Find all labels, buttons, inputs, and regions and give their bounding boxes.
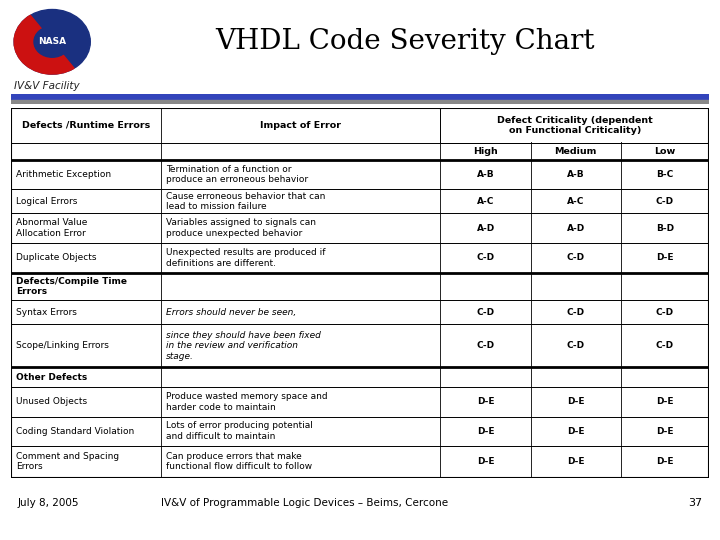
Text: C-D: C-D: [567, 341, 585, 350]
Text: IV&V Facility: IV&V Facility: [14, 82, 80, 91]
Text: Termination of a function or
produce an erroneous behavior: Termination of a function or produce an …: [166, 165, 308, 184]
Text: A-B: A-B: [477, 170, 495, 179]
Text: D-E: D-E: [567, 457, 585, 466]
Text: C-D: C-D: [477, 341, 495, 350]
Text: D-E: D-E: [656, 457, 674, 466]
Text: IV&V of Programmable Logic Devices – Beims, Cercone: IV&V of Programmable Logic Devices – Bei…: [161, 498, 448, 508]
Circle shape: [14, 10, 90, 74]
Text: Unexpected results are produced if
definitions are different.: Unexpected results are produced if defin…: [166, 248, 325, 268]
Text: Scope/Linking Errors: Scope/Linking Errors: [16, 341, 109, 350]
Text: C-D: C-D: [656, 341, 674, 350]
Text: D-E: D-E: [656, 397, 674, 407]
Text: A-C: A-C: [477, 197, 495, 206]
Text: D-E: D-E: [567, 397, 585, 407]
Text: C-D: C-D: [477, 253, 495, 262]
Text: A-D: A-D: [567, 224, 585, 233]
Circle shape: [34, 26, 71, 57]
Text: Produce wasted memory space and
harder code to maintain: Produce wasted memory space and harder c…: [166, 392, 328, 411]
Text: Can produce errors that make
functional flow difficult to follow: Can produce errors that make functional …: [166, 452, 312, 471]
Text: Syntax Errors: Syntax Errors: [16, 308, 76, 317]
Text: C-D: C-D: [656, 308, 674, 317]
Text: Low: Low: [654, 147, 675, 156]
Text: C-D: C-D: [656, 197, 674, 206]
Text: Impact of Error: Impact of Error: [260, 121, 341, 130]
Bar: [11, 100, 709, 104]
Text: Comment and Spacing
Errors: Comment and Spacing Errors: [16, 452, 119, 471]
Text: D-E: D-E: [567, 427, 585, 436]
Text: Defects/Compile Time
Errors: Defects/Compile Time Errors: [16, 277, 127, 296]
Text: Logical Errors: Logical Errors: [16, 197, 77, 206]
Text: 37: 37: [688, 498, 702, 508]
Text: Other Defects: Other Defects: [16, 373, 87, 382]
Text: Unused Objects: Unused Objects: [16, 397, 87, 407]
Text: B-C: B-C: [656, 170, 673, 179]
Text: High: High: [473, 147, 498, 156]
Text: B-D: B-D: [656, 224, 674, 233]
Text: Arithmetic Exception: Arithmetic Exception: [16, 170, 111, 179]
Text: Lots of error producing potential
and difficult to maintain: Lots of error producing potential and di…: [166, 421, 312, 441]
Text: Coding Standard Violation: Coding Standard Violation: [16, 427, 134, 436]
Text: D-E: D-E: [656, 427, 674, 436]
Text: Variables assigned to signals can
produce unexpected behavior: Variables assigned to signals can produc…: [166, 218, 316, 238]
Bar: [441, 109, 708, 142]
Text: since they should have been fixed
in the review and verification
stage.: since they should have been fixed in the…: [166, 331, 320, 361]
Text: C-D: C-D: [477, 308, 495, 317]
Text: Cause erroneous behavior that can
lead to mission failure: Cause erroneous behavior that can lead t…: [166, 192, 325, 211]
Text: NASA: NASA: [38, 37, 66, 46]
Text: Duplicate Objects: Duplicate Objects: [16, 253, 96, 262]
Text: C-D: C-D: [567, 308, 585, 317]
Text: C-D: C-D: [567, 253, 585, 262]
Text: Medium: Medium: [554, 147, 597, 156]
Text: Defect Criticality (dependent
on Functional Criticality): Defect Criticality (dependent on Functio…: [497, 116, 652, 135]
Text: Errors should never be seen,: Errors should never be seen,: [166, 308, 296, 317]
Text: VHDL Code Severity Chart: VHDL Code Severity Chart: [215, 28, 595, 55]
Text: D-E: D-E: [656, 253, 674, 262]
Text: Defects /Runtime Errors: Defects /Runtime Errors: [22, 121, 150, 130]
Text: A-D: A-D: [477, 224, 495, 233]
Bar: [11, 94, 709, 100]
Text: D-E: D-E: [477, 427, 495, 436]
Text: A-C: A-C: [567, 197, 585, 206]
Text: Abnormal Value
Allocation Error: Abnormal Value Allocation Error: [16, 218, 87, 238]
Text: D-E: D-E: [477, 457, 495, 466]
Text: July 8, 2005: July 8, 2005: [18, 498, 79, 508]
Text: A-B: A-B: [567, 170, 585, 179]
Wedge shape: [14, 15, 74, 74]
Text: D-E: D-E: [477, 397, 495, 407]
